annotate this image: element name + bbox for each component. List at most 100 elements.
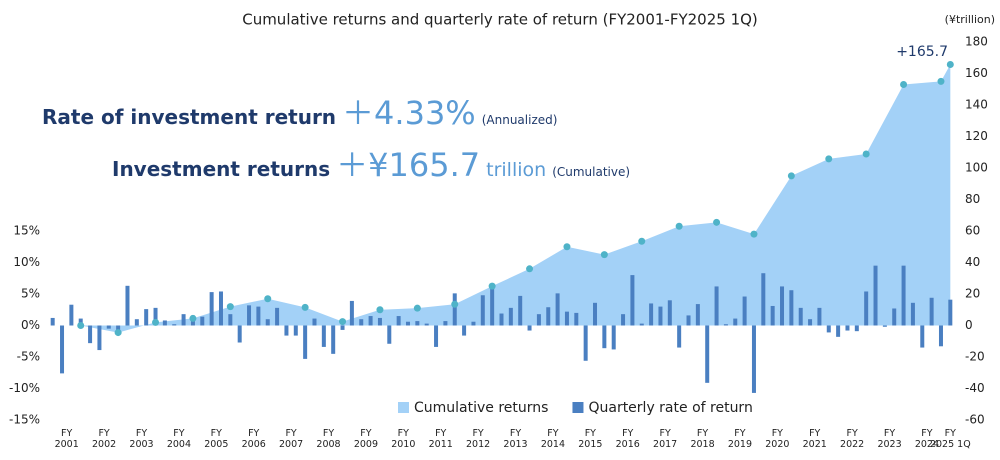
bar [321,325,326,347]
y-tick-label: 15% [13,224,40,238]
x-tick-label: FY 2021 [802,428,827,450]
bar [836,325,841,337]
bar [396,316,401,326]
bar [938,325,943,347]
cumulative-marker [301,303,309,311]
bar [658,306,663,326]
bar [293,325,298,336]
x-tick-label: FY 2022 [840,428,865,450]
rate-value: ＋4.33% [342,94,476,132]
returns-label: Investment returns [112,157,331,181]
bar [555,293,560,326]
cumulative-marker [600,251,608,259]
bar [275,307,280,326]
bar [284,325,289,336]
x-tick-label: FY 2007 [279,428,304,450]
bar [901,265,906,326]
bar [677,325,682,348]
bar [247,305,252,326]
x-tick-label: FY 2016 [615,428,640,450]
bar [948,299,953,326]
y-tick-label: -15% [9,413,40,427]
bar [695,304,700,326]
bar [798,307,803,326]
rate-note: (Annualized) [481,113,558,127]
bar [733,318,738,326]
cumulative-marker [226,303,234,311]
bar [88,325,93,344]
cumulative-marker [563,243,571,251]
bar [69,304,74,326]
bar [826,325,831,333]
cumulative-marker [946,61,954,69]
bar [639,323,644,326]
cumulative-marker [451,300,459,308]
bar [256,306,261,326]
cumulative-marker [787,172,795,180]
bar [574,312,579,326]
y2-tick-label: 40 [965,255,980,269]
bar [480,295,485,326]
bar [331,325,336,354]
legend-swatch [398,402,409,413]
bar [387,325,392,344]
bar [602,325,607,349]
bar [490,288,495,326]
bar [723,324,728,326]
bar [705,325,710,383]
y-tick-label: 5% [21,287,40,301]
bar [630,275,635,326]
bar [518,295,523,326]
bar [864,291,869,326]
bar [349,300,354,326]
bar [854,325,859,332]
cumulative-marker [526,265,534,273]
bar [508,307,513,326]
bar [340,325,345,330]
bar [462,325,467,336]
bar [910,302,915,326]
bar [172,324,177,326]
cumulative-marker [189,314,197,322]
bar [359,319,364,326]
bar [209,292,214,326]
bar [593,302,598,326]
bar [789,290,794,326]
bar [125,285,130,326]
bar [60,325,65,374]
bar [153,307,158,326]
cumulative-marker [900,81,908,89]
bar [714,286,719,326]
cumulative-marker [488,282,496,290]
cumulative-marker [825,155,833,163]
bar [929,297,934,326]
cumulative-marker [713,218,721,226]
bar [50,317,55,326]
returns-headline: Investment returns ＋¥165.7 trillion (Cum… [112,140,630,186]
y2-tick-label: 100 [965,161,988,175]
x-tick-label: FY 2005 [204,428,229,450]
bar [920,325,925,348]
x-tick-label: FY 2001 [54,428,79,450]
x-tick-label: FY 2015 [578,428,603,450]
x-tick-label: FY 2006 [241,428,266,450]
rate-label: Rate of investment return [42,105,337,129]
x-tick-label: FY 2002 [92,428,117,450]
bar [228,314,233,326]
x-tick-label: FY 2011 [428,428,453,450]
bar [181,314,186,326]
bar [134,319,139,326]
bar [817,307,822,326]
cumulative-marker [675,222,683,230]
bar [97,325,102,351]
bar [583,325,588,361]
x-tick-label: FY 2017 [653,428,678,450]
y2-tick-label: 20 [965,287,980,301]
chart-title: Cumulative returns and quarterly rate of… [242,11,758,29]
bar [780,286,785,326]
bar [499,313,504,326]
x-tick-label: FY 2010 [391,428,416,450]
bar [546,307,551,326]
x-tick-label: FY 2018 [690,428,715,450]
